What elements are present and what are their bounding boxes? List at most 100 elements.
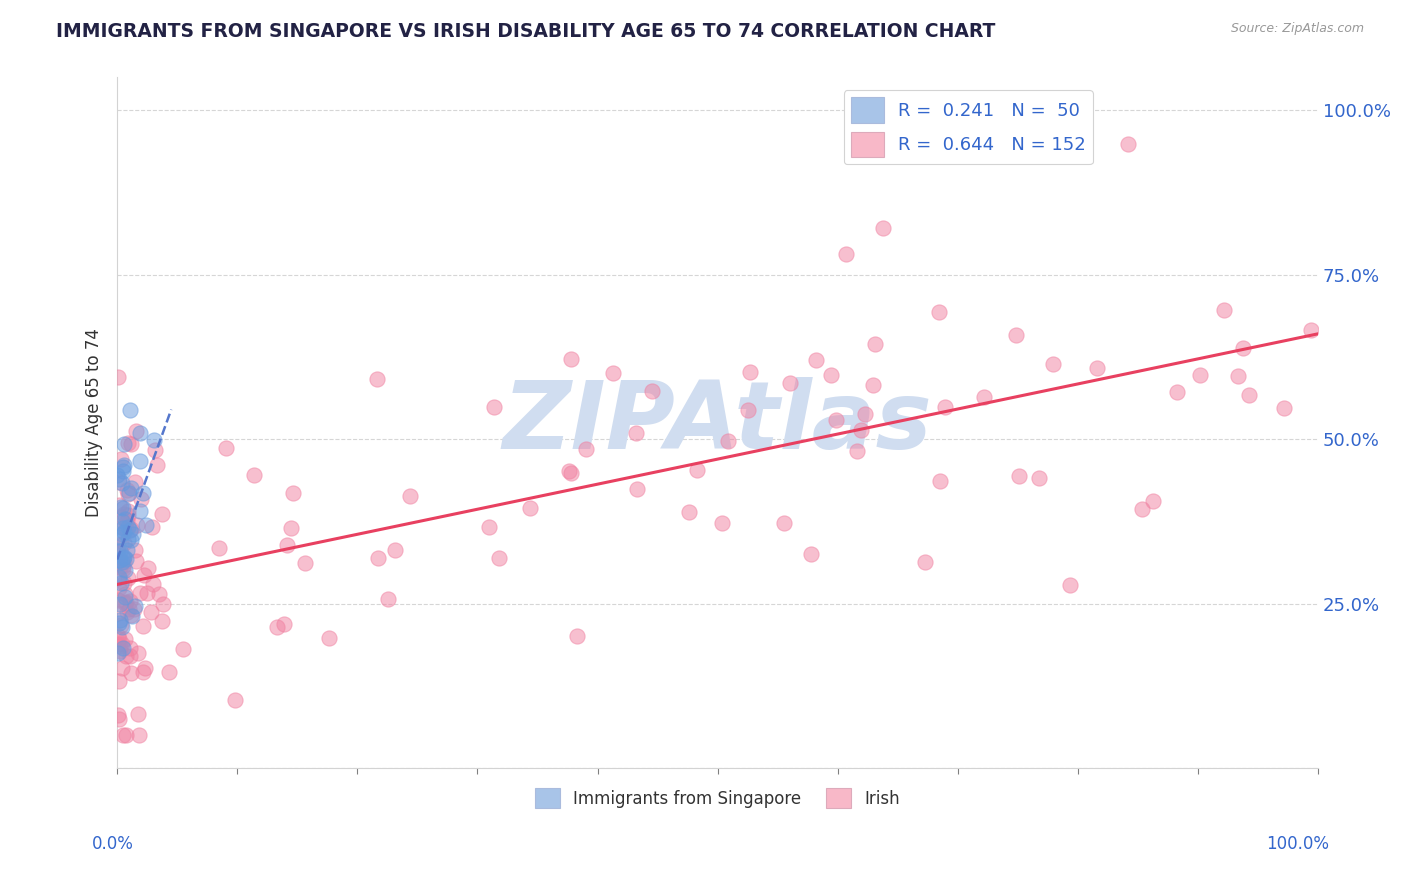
Point [845,443,868,458]
Point [112,458,135,472]
Point [835,247,858,261]
Point [366,372,388,386]
Point [1007,469,1029,483]
Point [118,602,141,616]
Point [115,513,138,527]
Point [132,665,155,680]
Point [478,520,501,534]
Point [112,555,135,569]
Point [124,543,146,558]
Point [482,400,505,414]
Point [124,475,146,490]
Point [107,629,129,643]
Point [111,558,134,573]
Point [740,365,762,379]
Point [135,518,157,533]
Y-axis label: Disability Age 65 to 74: Disability Age 65 to 74 [86,328,103,517]
Point [129,425,152,440]
Point [111,637,134,651]
Point [294,556,316,570]
Point [384,543,406,558]
Point [129,454,152,468]
Point [120,533,142,547]
Point [134,661,156,675]
Point [111,640,134,655]
Point [152,597,174,611]
Point [159,665,181,679]
Point [686,463,709,477]
Point [928,474,950,488]
Point [560,466,582,480]
Point [1118,136,1140,151]
Point [110,509,132,524]
Point [108,499,131,513]
Point [112,500,135,515]
Legend: Immigrants from Singapore, Irish: Immigrants from Singapore, Irish [529,781,907,815]
Point [107,646,129,660]
Point [150,614,173,628]
Point [224,693,246,707]
Point [849,423,872,437]
Point [128,728,150,742]
Point [398,489,420,503]
Point [115,483,138,497]
Point [111,661,134,675]
Point [710,516,733,531]
Point [107,571,129,585]
Point [114,563,136,577]
Point [135,585,157,599]
Point [120,608,142,623]
Point [862,378,884,392]
Text: 0.0%: 0.0% [91,835,134,853]
Point [624,426,647,441]
Point [129,491,152,506]
Point [107,370,129,384]
Point [108,613,131,627]
Point [367,551,389,566]
Point [117,542,139,557]
Point [110,537,132,551]
Point [117,487,139,501]
Point [626,482,648,496]
Point [488,550,510,565]
Point [928,305,950,319]
Point [114,591,136,605]
Point [107,467,129,482]
Point [112,437,135,451]
Point [560,352,582,367]
Point [112,549,135,564]
Point [108,553,131,567]
Point [124,599,146,613]
Point [142,434,165,448]
Point [111,527,134,541]
Point [872,220,894,235]
Point [276,538,298,552]
Point [110,617,132,632]
Point [150,507,173,521]
Point [1005,327,1028,342]
Point [111,521,134,535]
Point [132,567,155,582]
Point [115,649,138,664]
Point [243,468,266,483]
Point [266,620,288,634]
Text: ZIPAtlas: ZIPAtlas [503,376,932,468]
Point [110,451,132,466]
Point [1166,384,1188,399]
Point [110,553,132,567]
Point [283,486,305,500]
Point [129,586,152,600]
Point [558,464,581,478]
Point [115,551,138,566]
Point [377,592,399,607]
Point [114,511,136,525]
Point [779,376,801,390]
Point [110,500,132,514]
Point [115,605,138,619]
Text: Source: ZipAtlas.com: Source: ZipAtlas.com [1230,22,1364,36]
Point [121,527,143,541]
Point [115,520,138,534]
Point [1189,368,1212,383]
Point [1042,357,1064,371]
Point [120,649,142,664]
